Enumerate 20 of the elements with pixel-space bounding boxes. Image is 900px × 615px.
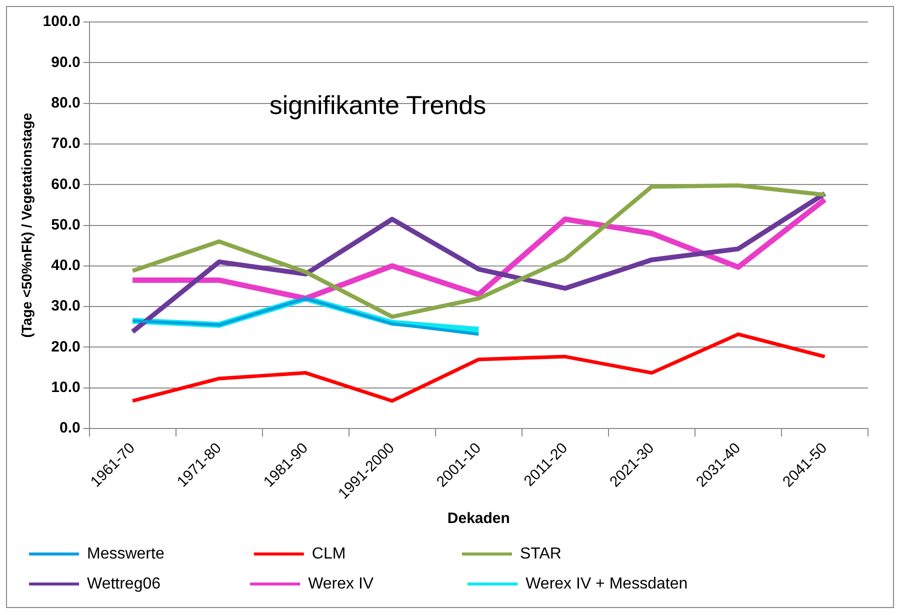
legend-label: Messwerte: [87, 545, 240, 562]
legend-label: Wettreg06: [87, 575, 236, 592]
annotation: signifikante Trends: [269, 90, 486, 120]
y-tick-label: 40.0: [51, 257, 80, 274]
legend-label: Werex IV + Messdaten: [526, 575, 714, 592]
y-tick-label: 30.0: [51, 298, 80, 315]
y-tick-label: 20.0: [51, 338, 80, 356]
legend-label: CLM: [312, 545, 448, 562]
y-tick-label: 0.0: [59, 420, 80, 437]
y-tick-label: 50.0: [51, 216, 80, 234]
legend-label: STAR: [520, 545, 660, 562]
y-tick-label: 80.0: [51, 94, 80, 112]
y-axis-title: (Tage <50%nFk) / Vegetationstage: [18, 112, 34, 338]
x-axis-title: Dekaden: [447, 510, 510, 528]
legend-label: Werex IV: [308, 575, 454, 592]
y-tick-label: 90.0: [51, 54, 80, 71]
y-tick-label: 60.0: [51, 176, 80, 193]
y-tick-label: 100.0: [42, 13, 80, 30]
y-tick-label: 10.0: [51, 379, 80, 396]
y-tick-label: 70.0: [51, 135, 80, 152]
